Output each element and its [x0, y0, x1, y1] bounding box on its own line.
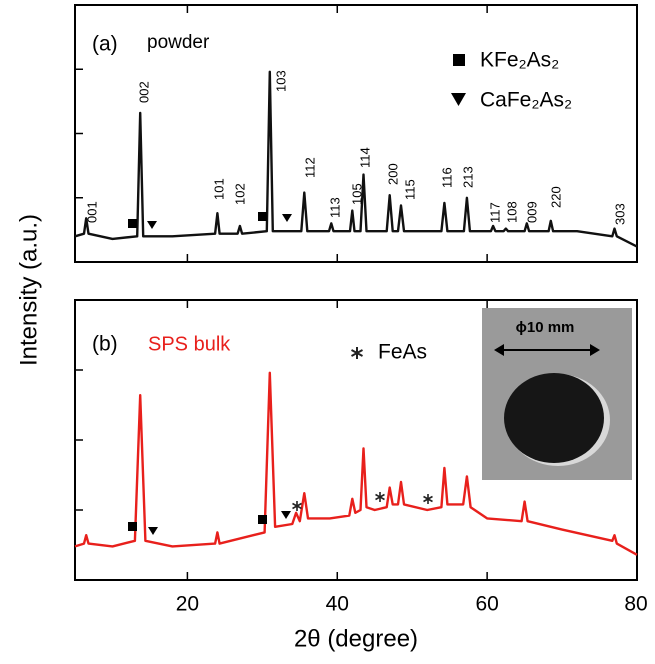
x-tick-label: 80 [624, 593, 647, 616]
peak-label: 102 [232, 183, 247, 205]
feas-markers [292, 347, 433, 511]
peak-label: 114 [357, 147, 372, 168]
peak-label: 117 [487, 202, 502, 223]
x-tick-label: 40 [326, 593, 349, 616]
inset-label: ϕ10 mm [516, 319, 575, 336]
legend-label: CaFe₂As₂ [480, 89, 572, 112]
sample-label: SPS bulk [148, 333, 231, 355]
panel-label: (b) [92, 333, 118, 356]
peak-label: 001 [84, 201, 99, 223]
legend-label: FeAs [378, 341, 427, 364]
panel-label: (a) [92, 33, 118, 56]
peak-label: 009 [524, 201, 539, 223]
peak-label: 200 [385, 163, 400, 185]
peak-label: 220 [548, 186, 563, 208]
peak-label: 101 [211, 178, 226, 200]
x-axis-label: 2θ (degree) [294, 625, 418, 652]
plot-frame [74, 299, 638, 581]
y-axis-label: Intensity (a.u.) [15, 214, 42, 366]
peak-label: 303 [612, 203, 627, 225]
peak-label: 002 [136, 81, 151, 103]
peak-label: 116 [439, 167, 454, 188]
peak-label: 105 [349, 183, 364, 205]
legend-label: KFe₂As₂ [480, 49, 559, 72]
peak-label: 213 [460, 166, 475, 188]
peak-label: 115 [402, 179, 417, 200]
xrd-pattern [74, 70, 638, 248]
plot-frame [74, 4, 638, 263]
xrd-pattern [74, 371, 638, 556]
x-tick-label: 60 [475, 593, 498, 616]
inset-photo [482, 308, 632, 480]
sample-label: powder [147, 32, 210, 53]
peak-label: 103 [273, 70, 288, 92]
peak-label: 113 [327, 197, 342, 218]
x-tick-label: 20 [176, 593, 199, 616]
peak-label: 112 [302, 157, 317, 178]
phase-markers [128, 54, 466, 535]
peak-label: 108 [504, 201, 519, 223]
